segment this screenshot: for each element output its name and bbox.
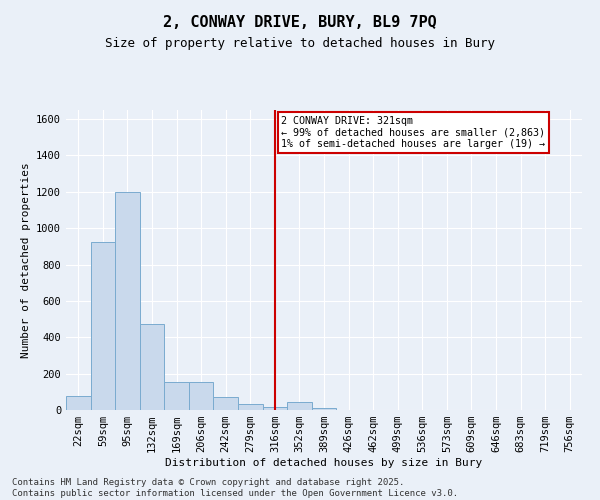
Text: Contains HM Land Registry data © Crown copyright and database right 2025.
Contai: Contains HM Land Registry data © Crown c… <box>12 478 458 498</box>
Bar <box>164 382 189 410</box>
Bar <box>115 192 140 410</box>
Text: 2, CONWAY DRIVE, BURY, BL9 7PQ: 2, CONWAY DRIVE, BURY, BL9 7PQ <box>163 15 437 30</box>
Bar <box>238 404 263 410</box>
Bar <box>263 406 287 410</box>
X-axis label: Distribution of detached houses by size in Bury: Distribution of detached houses by size … <box>166 458 482 468</box>
Text: 2 CONWAY DRIVE: 321sqm
← 99% of detached houses are smaller (2,863)
1% of semi-d: 2 CONWAY DRIVE: 321sqm ← 99% of detached… <box>281 116 545 149</box>
Bar <box>312 408 336 410</box>
Bar <box>214 398 238 410</box>
Y-axis label: Number of detached properties: Number of detached properties <box>20 162 31 358</box>
Bar <box>287 402 312 410</box>
Bar <box>189 382 214 410</box>
Bar <box>66 396 91 410</box>
Text: Size of property relative to detached houses in Bury: Size of property relative to detached ho… <box>105 38 495 51</box>
Bar <box>91 242 115 410</box>
Bar <box>140 324 164 410</box>
